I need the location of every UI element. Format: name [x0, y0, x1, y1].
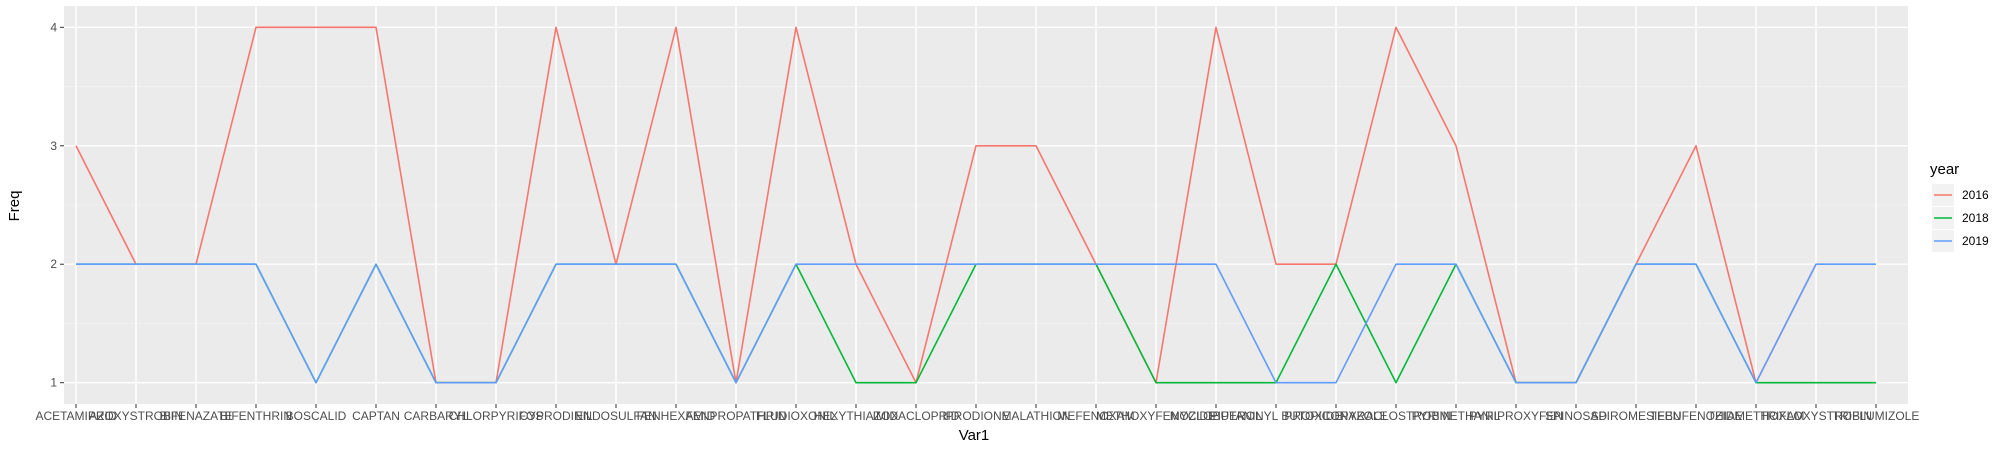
x-tick-label: BOSCALID — [286, 409, 347, 423]
x-tick-label: SPINOSAD — [1545, 409, 1607, 423]
y-tick-label: 3 — [50, 139, 57, 153]
x-tick-label: PYRIPROXYFEN — [1469, 409, 1563, 423]
legend-label-2019: 2019 — [1962, 234, 1989, 248]
x-tick-label: IPRODIONE — [942, 409, 1009, 423]
x-tick-label: ENDOSULFAN — [575, 409, 656, 423]
x-tick-label: BIFENAZATE — [159, 409, 232, 423]
x-axis-title: Var1 — [959, 427, 990, 444]
x-tick-label: FENHEXAMID — [637, 409, 716, 423]
x-tick-label: FLUDIOXONIL — [756, 409, 836, 423]
x-tick-label: HEXYTHIAZOX — [814, 409, 899, 423]
legend-label-2018: 2018 — [1962, 211, 1989, 225]
x-tick-label: TRIFLUMIZOLE — [1833, 409, 1920, 423]
x-tick-label: PROPICONAZOLE — [1284, 409, 1387, 423]
series-lines — [75, 26, 1876, 384]
legend-title: year — [1930, 161, 1959, 178]
x-tick-label: MYCLOBUTANIL — [1170, 409, 1263, 423]
x-tick-label: CARBARYL — [404, 409, 469, 423]
x-tick-label: PYRACLOSTROBIN — [1341, 409, 1452, 423]
x-tick-label: ACETAMIPRID — [35, 409, 116, 423]
x-tick-label: CHLORPYRIFOS — [449, 409, 544, 423]
x-tick-label: TRIFLOXYSTROBIN — [1760, 409, 1872, 423]
series-line-2019 — [76, 263, 1876, 384]
x-tick-label: SPIROMESIFEN — [1591, 409, 1682, 423]
x-tick-label: PIPERONYL BUTOXIDE — [1210, 409, 1343, 423]
x-tick-label: MALATHION — [1001, 409, 1070, 423]
y-tick-label: 2 — [50, 257, 57, 271]
legend: year 2016 2018 2019 — [1930, 161, 1989, 252]
x-tick-label: MEFENOXAM — [1057, 409, 1134, 423]
x-tick-label: FENPROPATHRIN — [686, 409, 787, 423]
y-axis-title: Freq — [6, 191, 23, 222]
x-tick-label: BIFENTHRIN — [220, 409, 292, 423]
x-tick-label: METHOXYFENOZIDE — [1096, 409, 1216, 423]
x-tick-label: CYPRODINIL — [519, 409, 593, 423]
y-tick-label: 4 — [50, 20, 57, 34]
x-tick-label: CAPTAN — [352, 409, 400, 423]
axes: 1 2 3 4 ACETAMIPRIDAZOXYSTROBINBIFENAZATEBIF… — [35, 20, 1919, 423]
grid-lines — [64, 6, 1908, 404]
y-tick-label: 1 — [50, 376, 57, 390]
x-tick-label: PYRIMETHANIL — [1412, 409, 1501, 423]
legend-label-2016: 2016 — [1962, 188, 1989, 202]
x-tick-label: THIAMETHOXAM — [1708, 409, 1805, 423]
x-tick-label: TEBUFENOZIDE — [1650, 409, 1743, 423]
x-tick-label: IMIDACLOPRID — [873, 409, 960, 423]
x-tick-label: AZOXYSTROBIN — [89, 409, 183, 423]
